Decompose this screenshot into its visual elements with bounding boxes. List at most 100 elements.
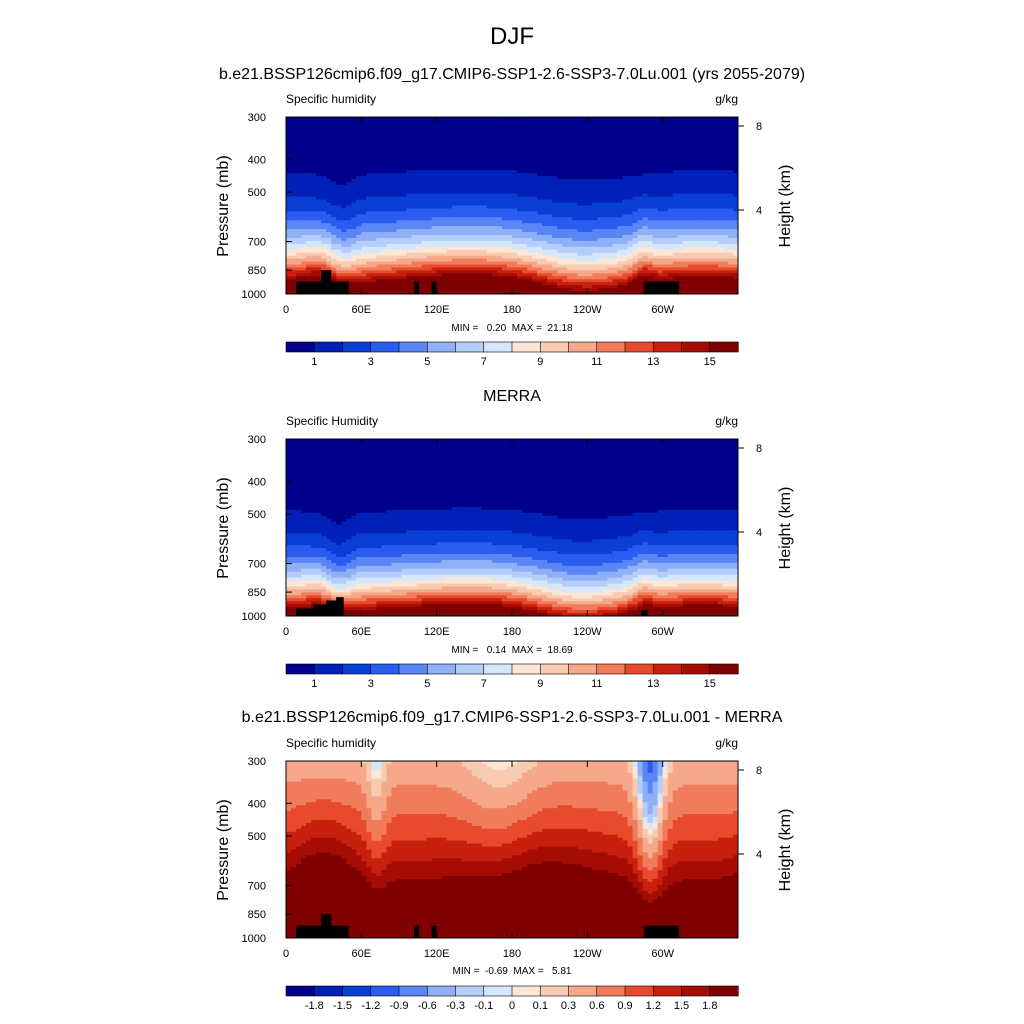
contour-cell <box>436 232 443 236</box>
contour-cell <box>577 170 583 174</box>
contour-cell <box>547 173 553 177</box>
contour-cell <box>376 125 383 130</box>
contour-cell <box>456 255 463 260</box>
contour-cell <box>306 208 312 212</box>
contour-cell <box>722 176 729 180</box>
contour-cell <box>431 196 438 201</box>
contour-cell <box>562 205 568 210</box>
contour-cell <box>486 237 493 242</box>
contour-cell <box>522 184 528 189</box>
contour-cell <box>612 122 619 127</box>
contour-cell <box>672 119 679 124</box>
contour-cell <box>592 270 598 274</box>
contour-cell <box>481 217 488 221</box>
contour-cell <box>471 232 478 236</box>
contour-cell <box>481 164 488 168</box>
contour-cell <box>657 164 664 168</box>
contour-cell <box>657 155 664 159</box>
contour-cell <box>411 211 418 215</box>
contour-cell <box>476 235 483 239</box>
contour-cell <box>421 240 428 245</box>
contour-cell <box>577 214 583 218</box>
contour-cell <box>637 134 644 139</box>
contour-cell <box>401 193 408 198</box>
contour-cell <box>657 131 664 136</box>
contour-cell <box>632 193 639 198</box>
contour-cell <box>336 146 342 151</box>
contour-cell <box>717 205 724 210</box>
contour-cell <box>386 190 393 195</box>
contour-cell <box>346 214 352 218</box>
contour-cell <box>582 240 588 245</box>
contour-cell <box>697 252 704 257</box>
contour-cell <box>426 131 433 136</box>
contour-cell <box>406 273 413 277</box>
contour-cell <box>647 255 654 260</box>
contour-cell <box>592 208 598 212</box>
contour-cell <box>707 232 714 236</box>
contour-cell <box>722 211 729 215</box>
contour-cell <box>321 232 327 236</box>
contour-cell <box>537 173 543 177</box>
contour-cell <box>386 170 393 174</box>
contour-cell <box>622 202 629 207</box>
contour-cell <box>471 255 478 260</box>
contour-cell <box>512 232 518 236</box>
contour-cell <box>371 229 377 233</box>
contour-cell <box>717 164 724 168</box>
contour-cell <box>622 176 629 180</box>
contour-cell <box>471 164 478 168</box>
contour-cell <box>371 122 377 127</box>
contour-cell <box>376 240 383 245</box>
contour-cell <box>562 176 568 180</box>
contour-cell <box>642 211 649 215</box>
contour-cell <box>411 232 418 236</box>
contour-cell <box>351 146 357 151</box>
contour-cell <box>517 161 523 165</box>
contour-cell <box>652 134 659 139</box>
contour-cell <box>466 211 473 215</box>
contour-cell <box>532 202 538 207</box>
contour-cell <box>642 152 649 156</box>
contour-field <box>286 117 738 294</box>
contour-cell <box>717 249 724 254</box>
contour-cell <box>732 161 738 165</box>
contour-cell <box>386 128 393 133</box>
contour-cell <box>446 143 453 148</box>
contour-cell <box>617 122 624 127</box>
contour-cell <box>677 235 684 239</box>
contour-cell <box>471 205 478 210</box>
contour-cell <box>592 211 598 215</box>
contour-cell <box>506 155 513 159</box>
contour-cell <box>436 214 443 218</box>
contour-cell <box>451 202 458 207</box>
contour-cell <box>381 181 388 186</box>
contour-cell <box>491 119 498 124</box>
contour-cell <box>411 243 418 248</box>
contour-cell <box>672 202 679 207</box>
contour-cell <box>491 161 498 165</box>
contour-cell <box>506 117 513 121</box>
contour-cell <box>702 220 709 224</box>
contour-cell <box>431 178 438 183</box>
contour-cell <box>476 146 483 151</box>
contour-cell <box>426 246 433 251</box>
contour-cell <box>371 261 377 266</box>
contour-cell <box>506 161 513 165</box>
contour-cell <box>612 167 619 171</box>
contour-cell <box>677 134 684 139</box>
contour-cell <box>707 170 714 174</box>
contour-cell <box>331 199 337 204</box>
contour-cell <box>512 258 518 263</box>
contour-cell <box>331 208 337 212</box>
contour-cell <box>562 214 568 218</box>
contour-cell <box>587 246 593 251</box>
contour-cell <box>506 211 513 215</box>
contour-cell <box>356 252 362 257</box>
contour-cell <box>286 220 292 224</box>
contour-cell <box>296 217 302 221</box>
contour-cell <box>436 229 443 233</box>
contour-cell <box>667 246 674 251</box>
contour-cell <box>321 117 327 121</box>
contour-cell <box>406 226 413 230</box>
